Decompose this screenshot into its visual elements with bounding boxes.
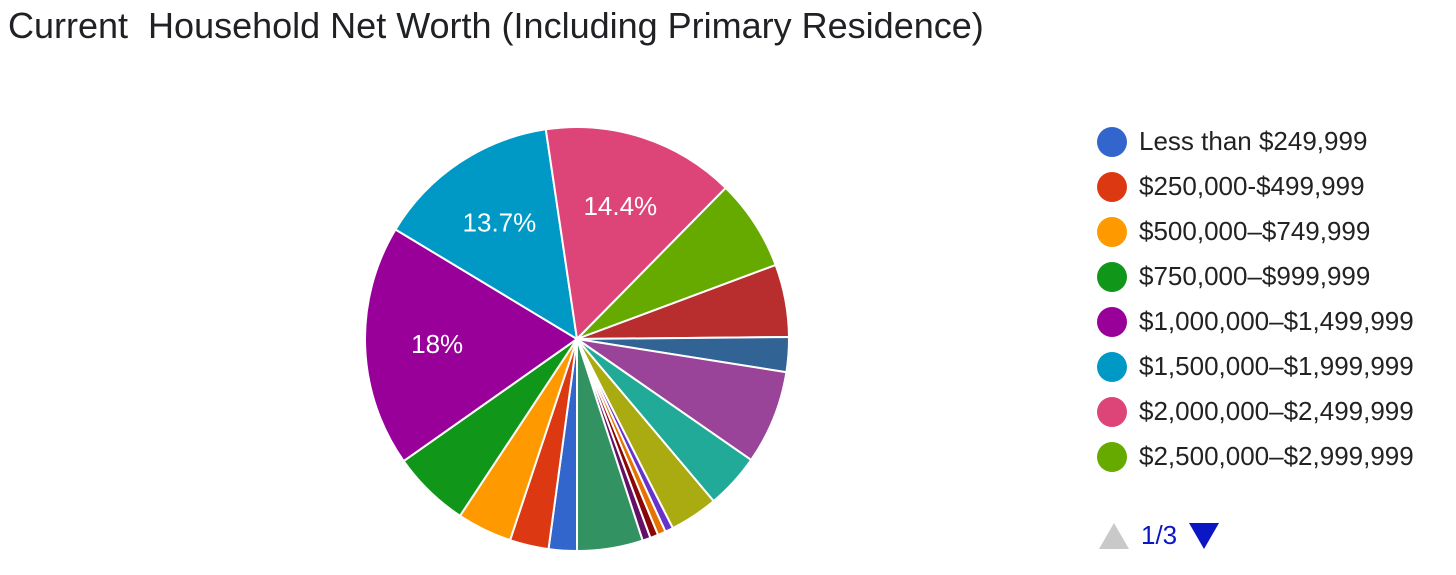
pie-slice-6[interactable] <box>544 126 727 340</box>
legend-swatch-icon <box>1097 396 1127 427</box>
next-page-arrow-icon[interactable] <box>1189 522 1220 549</box>
legend-label: $250,000-$499,999 <box>1139 171 1365 201</box>
pie-slice-17[interactable] <box>576 338 644 552</box>
legend-swatch-icon <box>1097 171 1127 202</box>
legend-item[interactable]: $250,000-$499,999 <box>1097 164 1452 209</box>
pie-data-label-5: 13.7% <box>463 208 537 238</box>
previous-page-arrow-icon[interactable] <box>1099 522 1129 549</box>
legend-item[interactable]: $2,000,000–$2,499,999 <box>1097 389 1452 434</box>
legend-page-indicator: 1/3 <box>1141 520 1178 550</box>
legend-swatch-icon <box>1097 261 1127 292</box>
legend-item[interactable]: $1,500,000–$1,999,999 <box>1097 344 1452 389</box>
pie-data-label-4: 18% <box>411 329 463 359</box>
legend-swatch-icon <box>1097 351 1127 382</box>
legend-label: $1,500,000–$1,999,999 <box>1139 351 1414 381</box>
legend-swatch-icon <box>1097 126 1127 157</box>
pie-data-label-6: 14.4% <box>583 191 657 221</box>
legend-label: $2,000,000–$2,499,999 <box>1139 396 1414 426</box>
legend-pager: 1/3 <box>1099 520 1220 551</box>
legend-label: Less than $249,999 <box>1139 126 1368 156</box>
legend-item[interactable]: $750,000–$999,999 <box>1097 254 1452 299</box>
pie-slice-4[interactable] <box>364 228 578 463</box>
legend-item[interactable]: $500,000–$749,999 <box>1097 209 1452 254</box>
chart-title: Current Household Net Worth (Including P… <box>8 5 984 46</box>
legend-label: $2,500,000–$2,999,999 <box>1139 441 1414 471</box>
legend-item[interactable]: $2,500,000–$2,999,999 <box>1097 434 1452 479</box>
legend-label: $500,000–$749,999 <box>1139 216 1371 246</box>
legend-item[interactable]: $1,000,000–$1,499,999 <box>1097 299 1452 344</box>
legend-swatch-icon <box>1097 216 1127 247</box>
legend-label: $750,000–$999,999 <box>1139 261 1371 291</box>
legend-label: $1,000,000–$1,499,999 <box>1139 306 1414 336</box>
legend-item[interactable]: Less than $249,999 <box>1097 119 1452 164</box>
legend-swatch-icon <box>1097 306 1127 337</box>
legend-swatch-icon <box>1097 441 1127 472</box>
legend: Less than $249,999 $250,000-$499,999 $500,… <box>1097 119 1452 479</box>
pie-slice-5[interactable] <box>394 128 578 340</box>
